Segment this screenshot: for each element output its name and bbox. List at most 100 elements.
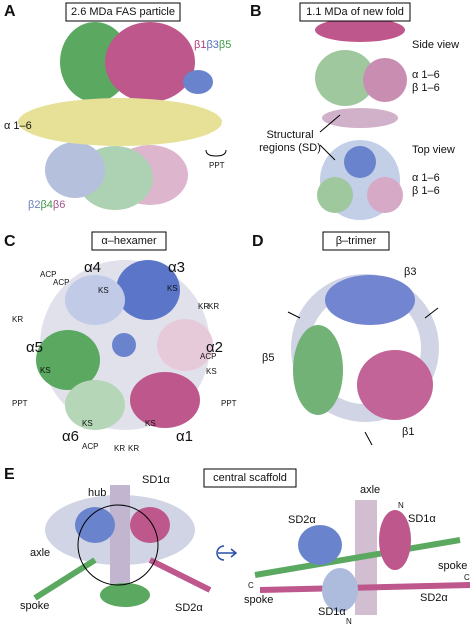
spoke <box>259 582 471 593</box>
panel-label: B <box>250 3 262 20</box>
panel-label: D <box>252 233 264 250</box>
beta-label: β 1–6 <box>412 185 440 197</box>
panel-title: 2.6 MDa FAS particle <box>71 6 175 18</box>
blob <box>357 350 433 420</box>
blob <box>315 18 405 42</box>
annotation: C <box>248 581 254 590</box>
subunit-label: α5 <box>26 339 43 356</box>
subunit-label: α1 <box>176 428 193 445</box>
annotation: spoke <box>244 594 273 606</box>
spoke <box>148 557 212 593</box>
domain-label: ACP <box>200 352 216 361</box>
beta-label: β2β4β6 <box>28 199 65 211</box>
blob <box>130 372 200 428</box>
blob <box>315 50 375 106</box>
annotation: C <box>464 573 470 582</box>
beta: β6 <box>53 199 65 211</box>
panel-label: A <box>4 3 16 20</box>
arrow <box>424 307 439 319</box>
subunit-label: α6 <box>62 428 79 445</box>
arrow <box>287 311 301 319</box>
domain-label: PPT <box>221 399 237 408</box>
title-box <box>65 2 181 22</box>
alpha-label: α 1–6 <box>412 69 440 81</box>
beta: β4 <box>40 199 52 211</box>
axle <box>110 485 130 600</box>
beta: β5 <box>219 39 231 51</box>
alpha-label: α 1–6 <box>4 120 32 132</box>
annotation: axle <box>30 547 50 559</box>
blob <box>18 98 222 146</box>
annotation: SD1α <box>408 513 436 525</box>
domain-label: KR <box>114 444 125 453</box>
hub-circle <box>77 504 159 586</box>
title-box <box>299 2 411 22</box>
domain-label: KR <box>198 302 209 311</box>
blob <box>325 275 415 325</box>
domain-label: KS <box>145 419 156 428</box>
beta-trimer <box>291 274 439 422</box>
beta-label: β1β3β5 <box>194 39 231 51</box>
domain-label: ACP <box>82 442 98 451</box>
spoke <box>254 537 461 578</box>
blob <box>379 510 411 570</box>
ppt-bracket <box>205 149 227 157</box>
alpha-label: α 1–6 <box>412 172 440 184</box>
blob <box>116 260 180 320</box>
annotation: spoke <box>438 560 467 572</box>
panel-title: α–hexamer <box>101 235 157 247</box>
annotation: SD2α <box>420 592 448 604</box>
rotate-arrow <box>216 545 238 561</box>
blob <box>65 380 125 430</box>
regions-label: Structural <box>266 129 313 141</box>
blob <box>130 507 170 543</box>
domain-label: KS <box>167 284 178 293</box>
domain-label: PPT <box>12 399 28 408</box>
annotation: SD2α <box>288 514 316 526</box>
blob <box>317 177 353 213</box>
new-fold <box>315 18 407 220</box>
subunit-label: α4 <box>84 259 101 276</box>
domain-label: KS <box>40 366 51 375</box>
blob <box>293 325 343 415</box>
panel-title: central scaffold <box>213 472 287 484</box>
arrow <box>319 144 336 161</box>
annotation: spoke <box>20 600 49 612</box>
blob <box>105 22 195 102</box>
subunit-label: α3 <box>168 259 185 276</box>
subunit-label: α2 <box>206 339 223 356</box>
domain-label: KS <box>98 286 109 295</box>
domain-label: ACP <box>40 270 56 279</box>
annotation: N <box>346 617 352 626</box>
annotation: SD1α <box>318 606 346 618</box>
title-box <box>91 231 167 251</box>
domain-label: KS <box>82 419 93 428</box>
blob <box>36 330 100 390</box>
panel-label: E <box>4 466 15 483</box>
annotation: SD2α <box>175 602 203 614</box>
beta: β1 <box>194 39 206 51</box>
subunit-label: β5 <box>262 352 274 364</box>
view-label: Side view <box>412 39 459 51</box>
domain-label: KS <box>206 367 217 376</box>
blob <box>322 108 398 128</box>
subunit-label: β1 <box>402 426 414 438</box>
title-box <box>322 231 390 251</box>
blob <box>344 146 376 178</box>
blob <box>112 333 136 357</box>
arrow <box>319 114 341 133</box>
ppt-label: PPT <box>209 161 225 170</box>
alpha-hexamer <box>36 260 213 430</box>
domain-label: KR <box>128 444 139 453</box>
fas-particle <box>18 22 222 210</box>
scaffold-right <box>254 500 471 615</box>
annotation: N <box>398 501 404 510</box>
blob <box>363 58 407 102</box>
blob <box>65 275 125 325</box>
panel-title: 1.1 MDa of new fold <box>306 6 404 18</box>
title-box <box>203 468 297 488</box>
blob <box>100 583 150 607</box>
blob <box>367 177 403 213</box>
blob <box>45 142 105 198</box>
